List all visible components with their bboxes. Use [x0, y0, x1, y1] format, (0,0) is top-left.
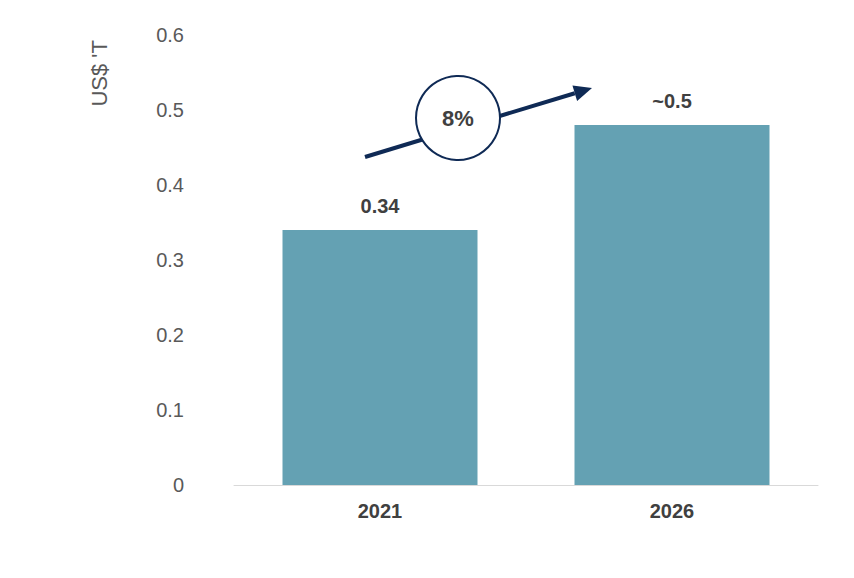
- svg-text:0.1: 0.1: [156, 399, 184, 421]
- svg-text:2026: 2026: [650, 500, 695, 522]
- svg-text:0.4: 0.4: [156, 174, 184, 196]
- svg-text:0.34: 0.34: [361, 195, 401, 217]
- svg-text:0.3: 0.3: [156, 249, 184, 271]
- svg-text:2021: 2021: [358, 500, 403, 522]
- svg-text:0.2: 0.2: [156, 324, 184, 346]
- svg-text:~0.5: ~0.5: [652, 90, 691, 112]
- svg-text:0: 0: [173, 474, 184, 496]
- svg-text:0.5: 0.5: [156, 99, 184, 121]
- svg-text:8%: 8%: [442, 106, 474, 131]
- svg-text:0.6: 0.6: [156, 24, 184, 46]
- svg-text:US$ 'T: US$ 'T: [87, 40, 112, 107]
